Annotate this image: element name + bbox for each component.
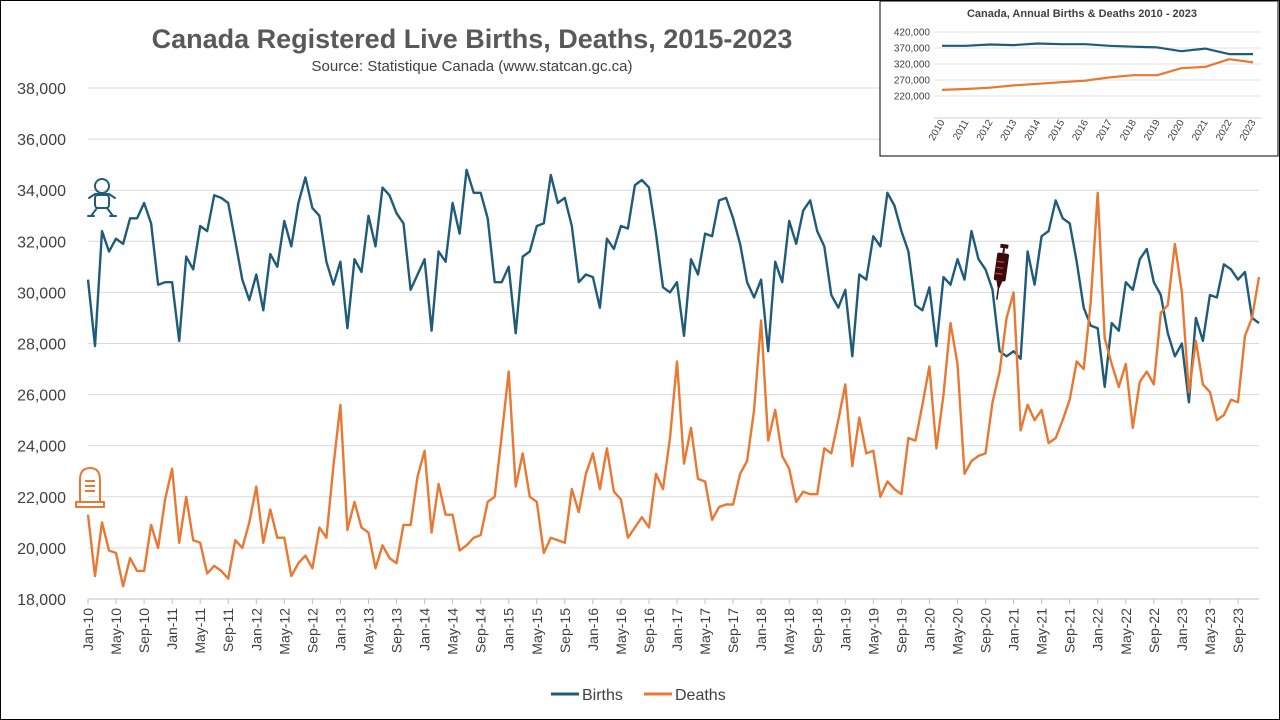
main-x-axis: Jan-10 May-10 Sep-10 Jan-11 May-11 Sep-11 Jan-… (80, 599, 1246, 655)
x-tick-label: Sep-10 (136, 608, 152, 653)
x-tick-label: Jan-18 (753, 608, 769, 651)
x-tick-label: Jan-15 (501, 608, 517, 651)
x-tick-label: Jan-13 (332, 608, 348, 651)
y-tick-label: 30,000 (17, 285, 66, 302)
inset-series (941, 42, 1254, 91)
x-tick-label: May-17 (697, 608, 713, 655)
x-tick-label: Jan-22 (1090, 608, 1106, 651)
x-tick-label: May-13 (360, 608, 376, 655)
series-line-births (86, 168, 1260, 404)
x-tick-label: Jan-21 (1006, 608, 1022, 651)
inset-series-line-births (942, 42, 1253, 56)
inset-y-tick-label: 320,000 (894, 60, 931, 71)
x-tick-label: May-23 (1202, 608, 1218, 655)
legend: Births Deaths (551, 687, 726, 704)
x-tick-label: Jan-10 (80, 608, 96, 651)
x-tick-label: Jan-16 (585, 608, 601, 651)
x-tick-label: May-21 (1034, 608, 1050, 655)
x-tick-label: May-16 (613, 608, 629, 655)
y-tick-label: 32,000 (17, 234, 66, 251)
inset-frame (879, 0, 1279, 157)
y-tick-label: 38,000 (17, 81, 66, 98)
x-tick-label: May-10 (108, 608, 124, 655)
x-tick-label: May-11 (192, 608, 208, 654)
inset-gridlines (934, 31, 1262, 119)
x-tick-label: Sep-14 (473, 608, 489, 653)
tombstone-icon (75, 467, 105, 508)
inset-y-tick-label: 420,000 (894, 28, 931, 39)
x-tick-label: Jan-11 (164, 608, 180, 650)
x-tick-label: Sep-16 (641, 608, 657, 653)
x-tick-label: May-15 (529, 608, 545, 655)
x-tick-label: May-22 (1118, 608, 1134, 655)
x-tick-label: Sep-22 (1146, 608, 1162, 653)
x-tick-label: Jan-19 (837, 608, 853, 651)
chart-subtitle: Source: Statistique Canada (www.statcan.… (312, 58, 633, 75)
inset-title: Canada, Annual Births & Deaths 2010 - 20… (967, 8, 1197, 20)
y-tick-label: 28,000 (17, 337, 66, 354)
x-tick-label: Sep-15 (557, 608, 573, 653)
y-tick-label: 22,000 (17, 490, 66, 507)
chart-title: Canada Registered Live Births, Deaths, 2… (152, 24, 793, 54)
y-tick-label: 24,000 (17, 439, 66, 456)
inset-y-tick-label: 370,000 (894, 44, 931, 55)
x-tick-label: Sep-18 (809, 608, 825, 653)
x-tick-label: Sep-12 (304, 608, 320, 653)
x-tick-label: Jan-23 (1174, 608, 1190, 651)
legend-births-label: Births (582, 687, 623, 704)
main-gridlines (88, 87, 1259, 600)
x-tick-label: Jan-17 (669, 608, 685, 651)
main-series (86, 168, 1261, 588)
y-tick-label: 26,000 (17, 388, 66, 405)
inset-chart: Canada, Annual Births & Deaths 2010 - 20… (879, 0, 1279, 157)
main-y-axis: 18,000 20,000 22,000 24,000 26,000 28,000 30,0… (17, 81, 66, 609)
x-tick-label: Jan-12 (248, 608, 264, 651)
y-tick-label: 20,000 (17, 541, 66, 558)
x-tick-label: Sep-23 (1230, 608, 1246, 653)
syringe-icon (993, 243, 1010, 300)
y-tick-label: 34,000 (17, 183, 66, 200)
x-tick-label: Sep-11 (220, 608, 236, 652)
inset-series-line-deaths (941, 58, 1254, 91)
series-line-deaths (86, 191, 1261, 588)
y-tick-label: 36,000 (17, 132, 66, 149)
legend-deaths-label: Deaths (675, 687, 726, 704)
x-tick-label: Sep-21 (1062, 608, 1078, 653)
inset-y-tick-label: 220,000 (894, 92, 931, 103)
x-tick-label: Sep-17 (725, 608, 741, 653)
inset-y-tick-label: 270,000 (894, 76, 931, 87)
baby-icon (87, 178, 117, 217)
x-tick-label: May-18 (781, 608, 797, 655)
x-tick-label: Sep-20 (978, 608, 994, 653)
x-tick-label: Sep-13 (389, 608, 405, 653)
x-tick-label: Jan-20 (921, 608, 937, 651)
y-tick-label: 18,000 (17, 592, 66, 609)
x-tick-label: May-19 (865, 608, 881, 655)
x-tick-label: May-14 (445, 608, 461, 655)
x-tick-label: Jan-14 (417, 608, 433, 651)
x-tick-label: Sep-19 (893, 608, 909, 653)
inset-y-axis: 220,000 270,000 320,000 370,000 420,000 (894, 28, 931, 103)
x-tick-label: May-12 (276, 608, 292, 655)
x-tick-label: May-20 (949, 608, 965, 655)
